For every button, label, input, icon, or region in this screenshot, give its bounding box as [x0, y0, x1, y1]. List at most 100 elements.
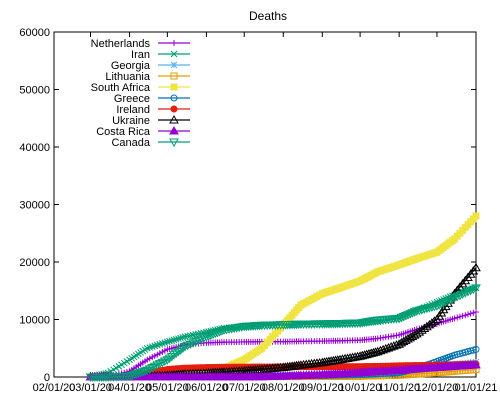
- y-tick-label: 50000: [19, 85, 50, 97]
- data-point: [149, 362, 160, 372]
- legend-marker: [171, 40, 177, 46]
- data-point: [471, 284, 481, 293]
- data-point: [172, 335, 180, 343]
- data-point: [159, 357, 170, 367]
- data-point: [468, 285, 479, 295]
- data-point: [452, 292, 463, 302]
- data-point: [146, 355, 153, 362]
- data-point: [166, 352, 177, 362]
- data-point: [407, 331, 418, 340]
- data-point: [149, 354, 156, 361]
- data-point: [403, 311, 413, 320]
- legend-marker: [169, 114, 179, 124]
- legend-marker: [170, 72, 178, 80]
- data-point: [411, 307, 422, 316]
- data-point: [469, 346, 477, 354]
- data-point: [405, 310, 416, 319]
- legend-marker: [170, 50, 178, 58]
- data-point: [129, 371, 139, 380]
- legend-marker: [169, 138, 179, 148]
- data-point: [159, 348, 166, 355]
- data-point: [188, 339, 198, 348]
- y-tick-label: 0: [44, 372, 50, 384]
- data-point: [171, 349, 182, 359]
- data-point: [464, 311, 471, 318]
- data-point: [173, 347, 184, 357]
- data-point: [432, 302, 442, 311]
- y-tick-label: 20000: [19, 257, 50, 269]
- legend-label: Ireland: [116, 104, 150, 116]
- data-point: [454, 314, 461, 321]
- legend-marker: [170, 94, 178, 102]
- data-point: [185, 340, 196, 350]
- data-point: [177, 344, 188, 354]
- legend-label: Iran: [131, 49, 150, 61]
- data-point: [162, 356, 173, 365]
- y-tick-label: 40000: [19, 142, 50, 154]
- data-point: [216, 327, 227, 336]
- data-point: [135, 368, 146, 378]
- x-tick-label: 04/01/20: [108, 382, 151, 394]
- legend-marker: [170, 105, 178, 113]
- data-point: [472, 345, 480, 353]
- legend-label: Greece: [114, 93, 150, 105]
- y-tick-label: 30000: [19, 200, 50, 212]
- data-point: [133, 369, 144, 379]
- data-point: [161, 347, 168, 354]
- x-tick-label: 06/01/20: [185, 382, 228, 394]
- data-point: [147, 364, 158, 373]
- data-point: [427, 303, 437, 313]
- x-tick-label: 10/01/20: [339, 382, 382, 394]
- legend-label: Lithuania: [105, 71, 151, 83]
- data-point: [175, 335, 182, 343]
- legend-item: Iran: [131, 49, 190, 61]
- data-point: [198, 334, 209, 343]
- series-layer: [85, 212, 481, 383]
- data-point: [409, 308, 420, 317]
- data-point: [462, 312, 469, 319]
- data-point: [137, 368, 148, 377]
- data-point: [445, 296, 456, 305]
- data-point: [154, 360, 165, 369]
- data-point: [429, 302, 440, 312]
- data-point: [182, 341, 193, 351]
- data-point: [169, 351, 179, 360]
- data-point: [449, 294, 460, 303]
- data-point: [467, 310, 474, 317]
- data-point: [208, 330, 218, 340]
- data-point: [154, 351, 161, 358]
- legend-item: Netherlands: [91, 38, 190, 50]
- data-point: [400, 312, 411, 321]
- data-point: [440, 298, 451, 307]
- legend-item: Georgia: [111, 60, 190, 72]
- data-point: [416, 306, 427, 315]
- data-point: [175, 346, 186, 355]
- legend-label: South Africa: [91, 82, 151, 94]
- data-point: [177, 334, 184, 342]
- data-point: [166, 337, 173, 345]
- data-point: [459, 312, 466, 319]
- data-point: [473, 309, 479, 316]
- data-point: [451, 315, 458, 322]
- data-point: [187, 332, 194, 339]
- data-point: [201, 333, 212, 342]
- data-point: [205, 331, 216, 341]
- data-point: [460, 289, 471, 298]
- data-point: [472, 212, 480, 220]
- x-tick-label: 03/01/20: [69, 382, 112, 394]
- data-point: [396, 313, 407, 323]
- x-tick-label: 07/01/20: [223, 382, 266, 394]
- data-point: [190, 338, 201, 347]
- series-costa-rica: [85, 359, 481, 381]
- data-point: [212, 328, 223, 338]
- data-point: [407, 309, 418, 318]
- legend-item: Greece: [114, 93, 190, 105]
- series-south-africa: [87, 212, 480, 381]
- x-tick-label: 11/01/20: [378, 382, 420, 394]
- data-point: [124, 372, 135, 382]
- data-point: [463, 288, 473, 297]
- legend-marker: [169, 125, 179, 135]
- x-tick-label: 12/01/20: [416, 382, 459, 394]
- series-line: [90, 215, 477, 378]
- data-point: [465, 286, 476, 296]
